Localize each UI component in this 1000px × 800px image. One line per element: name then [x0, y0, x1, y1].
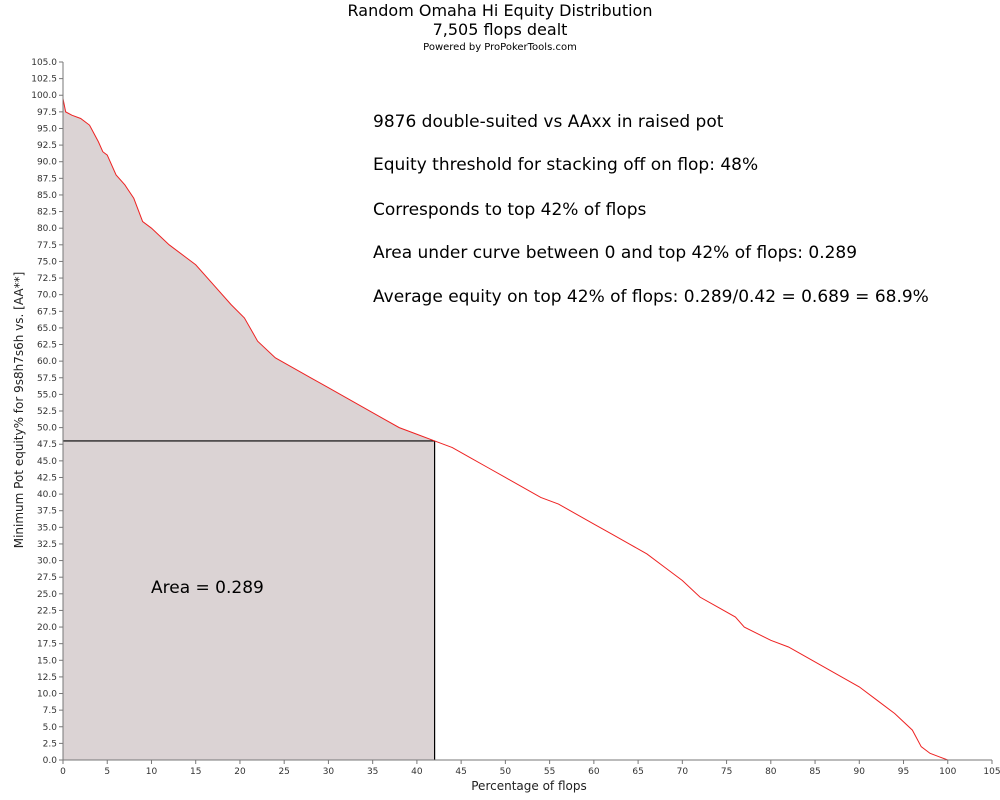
y-tick-label: 5.0: [43, 723, 58, 733]
annotation-line-3: Corresponds to top 42% of flops: [373, 200, 647, 220]
x-tick-label: 90: [854, 767, 866, 777]
area-under-curve: [63, 98, 435, 760]
y-tick-label: 102.5: [31, 75, 57, 85]
x-tick-label: 60: [588, 767, 600, 777]
y-tick-label: 17.5: [37, 640, 57, 650]
area-label: Area = 0.289: [151, 578, 264, 598]
y-tick-label: 60.0: [37, 357, 57, 367]
y-tick-label: 20.0: [37, 623, 57, 633]
x-tick-label: 0: [60, 767, 66, 777]
y-tick-label: 32.5: [37, 540, 57, 550]
y-tick-label: 90.0: [37, 158, 57, 168]
chart-title: Random Omaha Hi Equity Distribution: [347, 1, 653, 20]
x-tick-label: 25: [278, 767, 289, 777]
x-tick-label: 105: [983, 767, 1000, 777]
x-tick-label: 40: [411, 767, 423, 777]
y-tick-label: 7.5: [43, 706, 57, 716]
x-tick-label: 35: [367, 767, 378, 777]
x-axis-label: Percentage of flops: [471, 779, 586, 793]
y-tick-label: 45.0: [37, 457, 57, 467]
x-tick-label: 30: [323, 767, 335, 777]
y-tick-label: 2.5: [43, 739, 57, 749]
x-tick-label: 10: [146, 767, 158, 777]
y-tick-label: 47.5: [37, 440, 57, 450]
y-tick-label: 67.5: [37, 307, 57, 317]
x-tick-label: 95: [898, 767, 909, 777]
x-tick-label: 100: [939, 767, 956, 777]
y-tick-label: 70.0: [37, 291, 57, 301]
y-tick-label: 92.5: [37, 141, 57, 151]
y-tick-label: 42.5: [37, 473, 57, 483]
y-tick-label: 55.0: [37, 390, 57, 400]
x-tick-label: 20: [234, 767, 246, 777]
x-tick-label: 50: [500, 767, 512, 777]
y-tick-label: 77.5: [37, 241, 57, 251]
annotation-line-1: 9876 double-suited vs AAxx in raised pot: [373, 112, 724, 132]
y-tick-label: 0.0: [43, 756, 58, 766]
annotation-line-5: Average equity on top 42% of flops: 0.28…: [373, 287, 929, 307]
y-tick-label: 72.5: [37, 274, 57, 284]
x-tick-label: 65: [632, 767, 643, 777]
y-tick-label: 37.5: [37, 507, 57, 517]
x-tick-label: 75: [721, 767, 732, 777]
y-tick-label: 75.0: [37, 257, 57, 267]
x-tick-label: 5: [104, 767, 110, 777]
y-tick-label: 52.5: [37, 407, 57, 417]
y-tick-label: 50.0: [37, 424, 57, 434]
chart-credit: Powered by ProPokerTools.com: [423, 42, 577, 53]
chart-subtitle: 7,505 flops dealt: [432, 20, 568, 39]
y-tick-label: 57.5: [37, 374, 57, 384]
y-tick-label: 87.5: [37, 174, 57, 184]
y-tick-label: 35.0: [37, 523, 57, 533]
x-tick-label: 85: [809, 767, 820, 777]
x-tick-label: 55: [544, 767, 555, 777]
y-axis-label: Minimum Pot equity% for 9s8h7s6h vs. [AA…: [12, 272, 26, 549]
annotation-line-4: Area under curve between 0 and top 42% o…: [373, 243, 857, 263]
y-tick-label: 95.0: [37, 124, 57, 134]
y-tick-label: 97.5: [37, 108, 57, 118]
y-tick-label: 82.5: [37, 208, 57, 218]
x-tick-label: 80: [765, 767, 777, 777]
y-tick-label: 80.0: [37, 224, 57, 234]
x-tick-label: 15: [190, 767, 201, 777]
y-tick-label: 100.0: [31, 91, 57, 101]
y-tick-label: 12.5: [37, 673, 57, 683]
y-tick-label: 85.0: [37, 191, 57, 201]
y-tick-label: 27.5: [37, 573, 57, 583]
y-tick-label: 62.5: [37, 341, 57, 351]
y-tick-label: 22.5: [37, 606, 57, 616]
y-tick-label: 10.0: [37, 690, 57, 700]
y-tick-label: 15.0: [37, 656, 57, 666]
y-tick-label: 25.0: [37, 590, 57, 600]
x-tick-label: 45: [455, 767, 466, 777]
equity-curve-line: [62, 98, 948, 761]
annotation-line-2: Equity threshold for stacking off on flo…: [373, 155, 758, 175]
y-tick-label: 40.0: [37, 490, 57, 500]
y-tick-label: 105.0: [31, 58, 57, 68]
y-tick-label: 65.0: [37, 324, 57, 334]
y-tick-label: 30.0: [37, 557, 57, 567]
x-tick-label: 70: [677, 767, 689, 777]
